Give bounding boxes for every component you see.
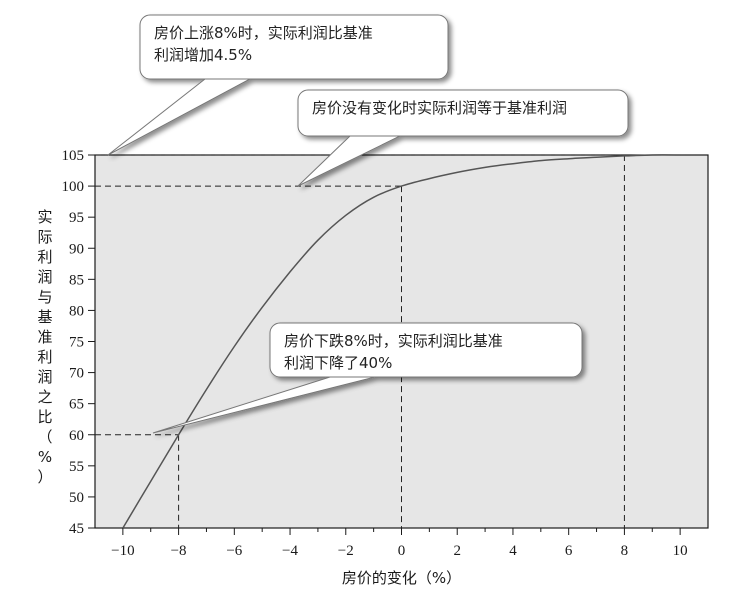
callout-bubble-2 <box>152 322 583 434</box>
x-tick-label: −6 <box>226 543 242 559</box>
y-tick-label: 80 <box>69 303 84 319</box>
y-tick-label: 100 <box>62 179 85 195</box>
y-tick-label: 95 <box>69 210 84 226</box>
callout-text-1-0: 房价没有变化时实际利润等于基准利润 <box>312 99 567 117</box>
callout-text-0-0: 房价上涨8%时，实际利润比基准 <box>154 24 373 42</box>
callout-text-2-1: 利润下降了40% <box>284 354 392 372</box>
x-axis-title: 房价的变化（%） <box>342 569 461 587</box>
y-tick-label: 50 <box>69 490 84 506</box>
y-tick-label: 60 <box>69 428 84 444</box>
x-tick-label: −4 <box>282 543 298 559</box>
y-tick-label: 65 <box>69 397 84 413</box>
y-tick-label: 75 <box>69 335 84 351</box>
y-tick-label: 85 <box>69 272 84 288</box>
callout-text-2-0: 房价下跌8%时，实际利润比基准 <box>284 332 503 350</box>
x-tick-label: 10 <box>673 543 688 559</box>
x-tick-label: 0 <box>398 543 406 559</box>
callout-bubble-1 <box>297 89 629 187</box>
x-tick-label: 4 <box>509 543 517 559</box>
y-tick-label: 105 <box>62 148 85 164</box>
series-layer <box>122 154 681 529</box>
y-tick-label: 45 <box>69 521 84 537</box>
callout-bubble-0 <box>107 14 449 156</box>
x-tick-label: 6 <box>565 543 573 559</box>
x-tick-label: 2 <box>453 543 461 559</box>
y-axis-title: 实际利润与基准利润之比（%） <box>37 208 52 486</box>
series-line-0 <box>122 154 681 529</box>
x-tick-label: −10 <box>111 543 134 559</box>
y-tick-label: 70 <box>69 366 84 382</box>
y-tick-label: 90 <box>69 241 84 257</box>
x-tick-label: −2 <box>338 543 354 559</box>
axes-layer: −10 −8 −6 −4 −2 0 2 4 6 8 10 45 50 55 60 65 70 75 80 85 90 95… <box>62 148 688 559</box>
callout-text-0-1: 利润增加4.5% <box>154 46 252 64</box>
x-tick-label: −8 <box>171 543 187 559</box>
y-tick-label: 55 <box>69 459 84 475</box>
x-tick-label: 8 <box>621 543 629 559</box>
